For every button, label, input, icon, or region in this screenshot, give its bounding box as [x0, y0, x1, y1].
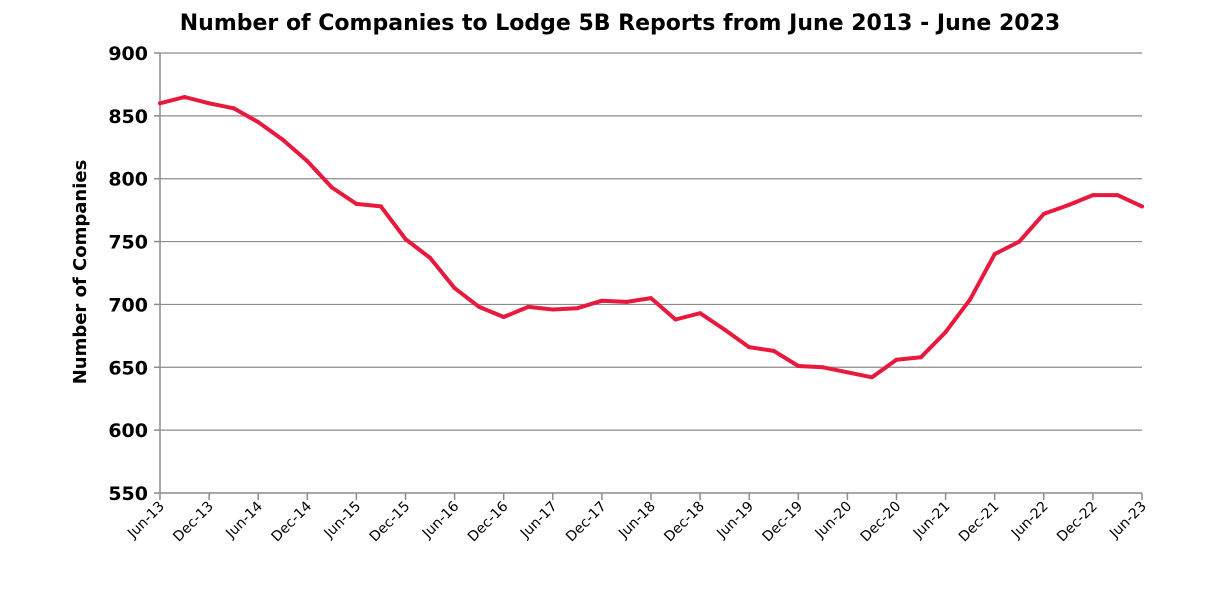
data-point — [256, 120, 261, 125]
y-tick-label: 900 — [108, 43, 148, 65]
x-tick-labels: Jun-13 Dec-13 Jun-14 Dec-14 Jun-15 Dec-15 Jun-… — [124, 498, 1150, 545]
data-point — [280, 137, 285, 142]
y-tick-label: 750 — [108, 232, 148, 254]
x-tick-label: Dec-16 — [465, 498, 512, 545]
y-tick-label: 600 — [108, 420, 148, 442]
x-tick-label: Jun-19 — [713, 499, 757, 543]
data-point — [771, 348, 776, 353]
data-point — [649, 296, 653, 301]
y-tick-label: 650 — [108, 357, 148, 379]
y-tick-label: 550 — [108, 483, 148, 505]
data-point — [575, 306, 580, 311]
data-point — [845, 370, 850, 375]
data-point — [378, 204, 383, 209]
y-tick-label: 700 — [108, 294, 148, 316]
data-point — [1115, 193, 1120, 198]
x-tick-label: Jun-13 — [124, 499, 168, 543]
x-tick-label: Jun-23 — [1106, 499, 1150, 543]
data-point — [943, 330, 948, 335]
x-tick-label: Jun-15 — [321, 499, 365, 543]
data-point — [992, 252, 997, 257]
x-tick-label: Jun-14 — [222, 498, 266, 542]
data-point — [1017, 239, 1022, 244]
data-point — [354, 201, 359, 206]
x-tick-label: Dec-17 — [563, 499, 610, 546]
x-tick-label: Dec-22 — [1054, 499, 1101, 546]
data-point — [403, 237, 408, 242]
x-tick-label: Dec-20 — [858, 499, 905, 546]
data-point — [428, 255, 433, 260]
data-point — [329, 185, 334, 190]
data-point — [1066, 203, 1071, 208]
data-point — [477, 304, 482, 309]
x-tick-label: Dec-15 — [367, 499, 414, 546]
x-tick-label: Dec-14 — [268, 498, 315, 545]
y-tick-label: 800 — [108, 169, 148, 191]
data-point — [968, 297, 973, 302]
data-point — [919, 355, 923, 360]
data-point — [747, 345, 752, 350]
x-tick-label: Jun-17 — [517, 499, 561, 543]
data-point — [796, 364, 801, 368]
data-point — [698, 311, 703, 316]
data-point — [182, 95, 187, 99]
data-point — [1140, 204, 1144, 209]
data-point — [501, 315, 506, 319]
data-point — [158, 101, 162, 106]
data-point — [1090, 193, 1095, 198]
data-point — [820, 365, 825, 370]
gridlines — [160, 52, 1142, 431]
data-point — [722, 327, 727, 332]
data-point — [1041, 211, 1046, 216]
chart-title: Number of Companies to Lodge 5B Reports … — [180, 11, 1060, 36]
x-tick-label: Jun-16 — [419, 498, 463, 542]
data-point — [624, 299, 629, 304]
data-point — [452, 286, 457, 291]
x-tick-label: Jun-22 — [1008, 499, 1052, 543]
data-point — [673, 317, 678, 322]
x-tick-label: Dec-19 — [759, 499, 806, 546]
axes — [154, 52, 1143, 500]
data-point — [207, 101, 212, 106]
series-line — [158, 95, 1144, 380]
data-point — [231, 106, 236, 111]
data-point — [305, 159, 310, 164]
series — [158, 95, 1144, 380]
y-axis-label: Number of Companies — [70, 160, 91, 385]
x-tick-label: Dec-18 — [661, 499, 708, 546]
x-tick-label: Jun-20 — [812, 499, 856, 543]
x-tick-label: Dec-21 — [956, 499, 1003, 546]
y-tick-label: 850 — [108, 106, 148, 128]
y-tick-labels: 550 600 650 700 750 800 850 900 — [108, 43, 148, 505]
x-tick-label: Jun-18 — [615, 499, 659, 543]
data-point — [870, 375, 874, 380]
data-point — [526, 304, 531, 309]
x-tick-label: Dec-13 — [170, 499, 217, 546]
data-point — [550, 307, 555, 312]
x-tick-label: Jun-21 — [910, 499, 954, 543]
data-point — [894, 357, 899, 362]
data-point — [599, 298, 604, 303]
